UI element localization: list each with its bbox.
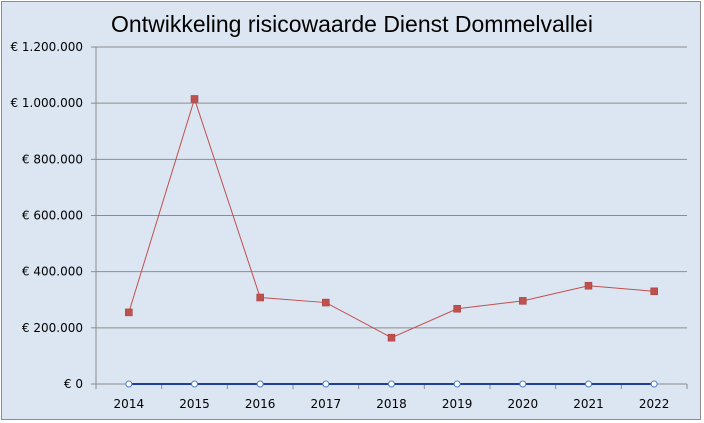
- x-axis-ticks: 2014 2015 2016 2017 2018 2019 2020 2021 2022: [95, 384, 688, 411]
- y-tick-label: € 200.000: [22, 321, 83, 335]
- y-tick-label: € 0: [64, 377, 83, 391]
- data-point-marker: [256, 380, 264, 388]
- data-point-marker: [387, 333, 396, 342]
- gridlines: [96, 46, 687, 329]
- x-tick-label: 2014: [114, 397, 145, 411]
- x-tick-label: 2021: [573, 397, 604, 411]
- y-tick-label: € 400.000: [22, 265, 83, 279]
- x-tick-label: 2019: [442, 397, 473, 411]
- series-group: [125, 95, 658, 388]
- x-tick-label: 2015: [179, 397, 210, 411]
- x-tick-label: 2020: [508, 397, 539, 411]
- data-point-marker: [322, 380, 330, 388]
- data-point-marker: [322, 298, 330, 307]
- data-point-marker: [650, 380, 658, 388]
- data-point-marker: [650, 287, 658, 296]
- data-point-marker: [519, 380, 527, 388]
- series-line: [128, 97, 655, 339]
- data-point-marker: [125, 380, 133, 388]
- y-tick-label: € 1.200.000: [10, 40, 83, 54]
- data-point-marker: [453, 380, 461, 388]
- y-tick-label: € 600.000: [22, 209, 83, 223]
- x-tick-label: 2016: [245, 397, 276, 411]
- y-axis-ticks: € 0 € 200.000 € 400.000 € 600.000 € 800.000 €…: [10, 40, 96, 391]
- x-tick-label: 2017: [311, 397, 342, 411]
- x-tick-label: 2018: [376, 397, 407, 411]
- chart-title: Ontwikkeling risicowaarde Dienst Dommelv…: [111, 11, 593, 37]
- y-tick-label: € 800.000: [22, 152, 83, 166]
- data-point-marker: [519, 297, 527, 305]
- x-tick-label: 2022: [639, 397, 670, 411]
- data-point-marker: [453, 304, 461, 313]
- data-point-marker: [388, 380, 395, 388]
- data-point-marker: [256, 293, 264, 302]
- data-point-marker: [191, 380, 198, 388]
- data-point-marker: [125, 308, 133, 317]
- data-point-marker: [190, 95, 199, 103]
- data-point-marker: [585, 380, 592, 388]
- y-tick-label: € 1.000.000: [10, 96, 83, 110]
- data-point-marker: [584, 281, 593, 290]
